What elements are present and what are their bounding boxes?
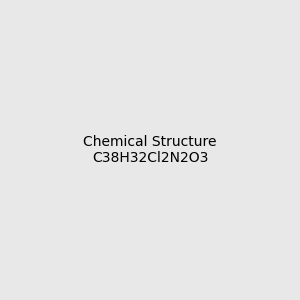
Text: Chemical Structure
C38H32Cl2N2O3: Chemical Structure C38H32Cl2N2O3 — [83, 135, 217, 165]
